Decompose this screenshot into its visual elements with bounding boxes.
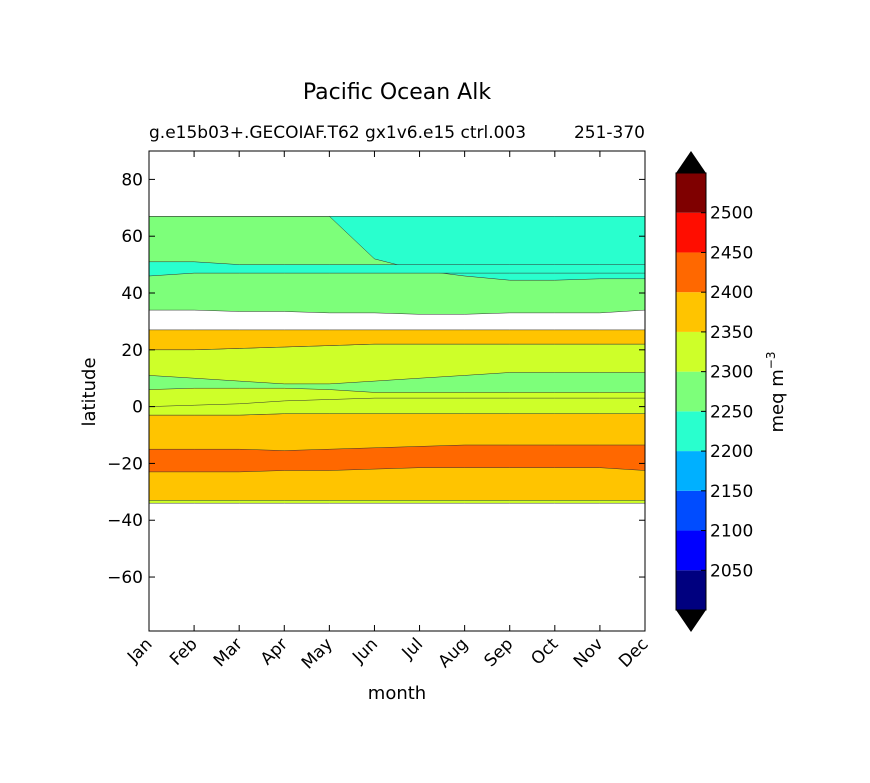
contour-region-2 — [149, 444, 645, 473]
colorbar-segment — [676, 490, 706, 531]
y-axis-ticks: 80 60 40 20 0 −20 −40 −60 — [107, 170, 645, 588]
colorbar-frame — [675, 172, 707, 611]
contour-region-6 — [149, 372, 645, 393]
x-tick-label: Sep — [480, 634, 517, 671]
x-axis-label: month — [368, 683, 426, 704]
x-tick-label: Jan — [123, 634, 156, 667]
colorbar-tick-label: 2150 — [710, 482, 753, 502]
x-tick-label: Dec — [615, 634, 652, 671]
chart-subtitle: g.e15b03+.GECOIAF.T62 gx1v6.e15 ctrl.003 — [149, 123, 526, 143]
colorbar-tick-label: 2200 — [710, 442, 753, 462]
colorbar-segment — [676, 331, 706, 372]
chart-title: Pacific Ocean Alk — [303, 80, 491, 105]
colorbar-tick-label: 2250 — [710, 402, 753, 422]
y-tick-label: −60 — [107, 568, 143, 588]
colorbar-segment — [676, 411, 706, 452]
x-tick-label: Mar — [210, 634, 247, 671]
contour-layer — [149, 216, 645, 504]
x-tick-label: May — [298, 634, 337, 673]
y-tick-label: −20 — [107, 454, 143, 474]
plot-area: Jan Feb Mar Apr May Jun Jul Aug Sep Oct Nov Dec 80 6… — [107, 150, 653, 673]
contour-region-3 — [149, 397, 645, 416]
colorbar-tick-label: 2100 — [710, 522, 753, 542]
colorbar-segment — [676, 212, 706, 253]
colorbar-segment — [676, 173, 706, 213]
colorbar-segment — [676, 292, 706, 332]
x-tick-label: Feb — [166, 634, 201, 669]
colorbar-extend-bottom — [676, 610, 706, 632]
colorbar-label-base: meq m — [767, 369, 788, 432]
y-tick-label: −40 — [107, 511, 143, 531]
plot-frame — [148, 150, 646, 632]
colorbar-label: meq m−3 — [764, 352, 788, 433]
colorbar-tick-label: 2400 — [710, 283, 753, 303]
contour-region-4 — [149, 329, 645, 351]
y-axis-label: latitude — [79, 357, 100, 426]
chart-subtitle-extra: 251-370 — [574, 123, 645, 143]
colorbar-tick-label: 2500 — [710, 204, 753, 224]
colorbar-tick-label: 2300 — [710, 363, 753, 383]
x-tick-label: Oct — [527, 634, 562, 669]
colorbar-label-exp: −3 — [764, 352, 778, 370]
contour-region-8 — [149, 261, 645, 277]
x-tick-label: Jul — [398, 634, 427, 663]
colorbar-segment — [676, 530, 706, 571]
colorbar-segment — [676, 570, 706, 610]
colorbar-tick-label: 2050 — [710, 561, 753, 581]
colorbar-tick-label: 2450 — [710, 243, 753, 263]
colorbar-segment — [676, 371, 706, 412]
y-tick-label: 60 — [121, 227, 143, 247]
y-tick-label: 0 — [132, 398, 143, 418]
y-tick-label: 80 — [121, 170, 143, 190]
x-tick-label: Jun — [348, 634, 382, 668]
x-tick-label: Nov — [570, 634, 608, 672]
x-tick-label: Aug — [435, 634, 473, 672]
colorbar-extend-top — [676, 151, 706, 173]
contour-region-7 — [149, 216, 645, 281]
colorbar-tick-label: 2350 — [710, 323, 753, 343]
x-tick-label: Apr — [257, 634, 292, 669]
y-tick-label: 40 — [121, 284, 143, 304]
colorbar-segment — [676, 252, 706, 293]
colorbar: 2050 2100 2150 2200 2250 2300 2350 2400 2450 2500 — [675, 151, 753, 632]
y-tick-label: 20 — [121, 341, 143, 361]
colorbar-segment — [676, 451, 706, 491]
